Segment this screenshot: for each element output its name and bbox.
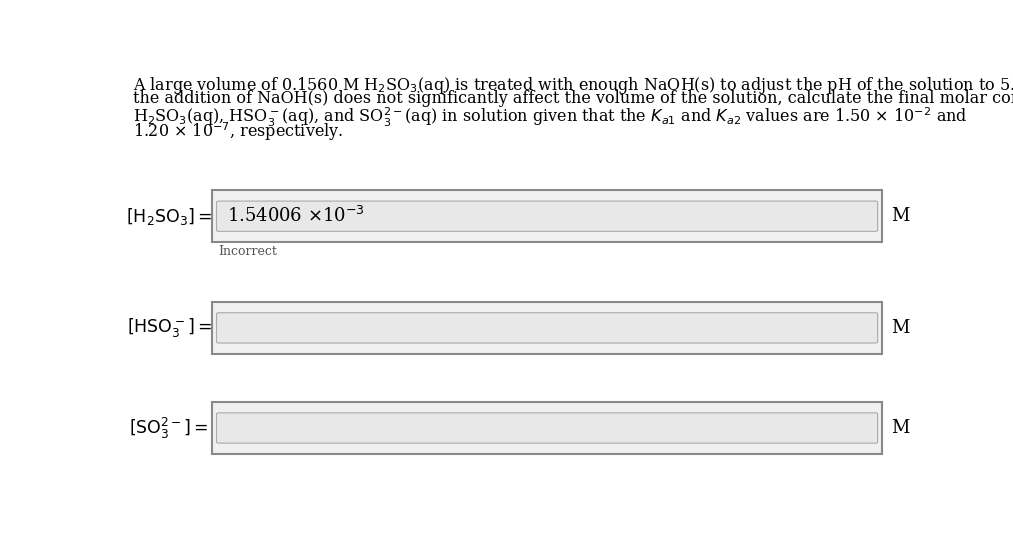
Text: $[{\rm HSO_3^-}] =$: $[{\rm HSO_3^-}] =$ — [127, 316, 212, 339]
Text: A large volume of 0.1560 M H$_2$SO$_3$(aq) is treated with enough NaOH(s) to adj: A large volume of 0.1560 M H$_2$SO$_3$(a… — [133, 75, 1013, 96]
Text: 1.54006 $\times$10$^{-3}$: 1.54006 $\times$10$^{-3}$ — [227, 206, 365, 226]
Text: 1.20 $\times$ 10$^{-7}$, respectively.: 1.20 $\times$ 10$^{-7}$, respectively. — [133, 121, 343, 144]
FancyBboxPatch shape — [217, 413, 877, 443]
FancyBboxPatch shape — [212, 302, 882, 354]
FancyBboxPatch shape — [212, 190, 882, 242]
Text: M: M — [891, 419, 910, 437]
Text: $[{\rm H_2SO_3}] =$: $[{\rm H_2SO_3}] =$ — [126, 206, 213, 227]
FancyBboxPatch shape — [217, 312, 877, 343]
Text: M: M — [891, 319, 910, 337]
Text: Incorrect: Incorrect — [218, 246, 277, 258]
FancyBboxPatch shape — [212, 402, 882, 454]
Text: the addition of NaOH(s) does not significantly affect the volume of the solution: the addition of NaOH(s) does not signifi… — [133, 90, 1013, 107]
Text: $[{\rm SO_3^{2-}}] =$: $[{\rm SO_3^{2-}}] =$ — [130, 416, 209, 441]
Text: H$_2$SO$_3$(aq), HSO$_3^-$(aq), and SO$_3^{2-}$(aq) in solution given that the $: H$_2$SO$_3$(aq), HSO$_3^-$(aq), and SO$_… — [133, 105, 967, 129]
Text: M: M — [891, 207, 910, 225]
FancyBboxPatch shape — [217, 201, 877, 231]
